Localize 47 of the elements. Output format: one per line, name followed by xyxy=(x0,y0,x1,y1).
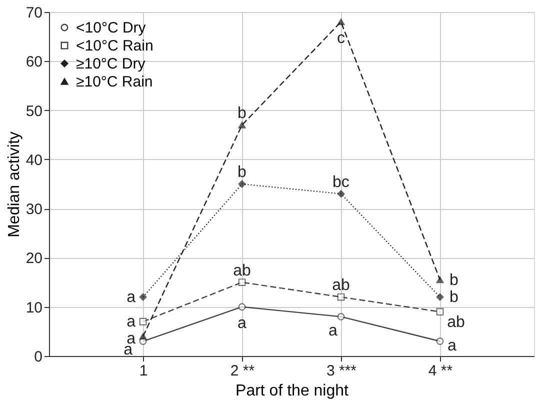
annotation: c xyxy=(336,30,345,47)
point xyxy=(238,122,246,128)
point xyxy=(337,18,345,26)
annotation: b xyxy=(450,289,459,306)
point xyxy=(337,293,345,301)
annotation: a xyxy=(238,314,247,332)
x-axis-title: Part of the night xyxy=(236,382,350,400)
point xyxy=(139,318,147,326)
point xyxy=(436,293,444,301)
point xyxy=(436,338,444,345)
x-tick-label: 3 *** xyxy=(326,362,357,380)
legend-label: <10°C Rain xyxy=(76,38,154,54)
point xyxy=(337,190,345,198)
y-tick-label: 70 xyxy=(26,4,42,22)
annotation: b xyxy=(450,272,459,289)
legend-label: ≥10°C Rain xyxy=(76,74,153,90)
point xyxy=(139,293,147,301)
point xyxy=(238,303,246,311)
point xyxy=(436,308,444,316)
y-tick-label: 40 xyxy=(26,152,42,169)
y-tick-label: 0 xyxy=(34,348,42,366)
y-tick-label: 60 xyxy=(26,54,42,71)
y-tick-label: 10 xyxy=(26,299,42,316)
legend-label: <10°C Dry xyxy=(76,20,146,36)
annotation: a xyxy=(448,337,457,354)
annotation: ab xyxy=(332,277,350,294)
annotation: ab xyxy=(447,314,465,331)
point xyxy=(139,333,147,340)
y-axis-title: Median activity xyxy=(6,132,23,238)
annotation: a xyxy=(126,314,136,331)
y-tick-label: 20 xyxy=(26,250,42,268)
point xyxy=(238,278,246,286)
x-tick-label: 2 ** xyxy=(230,362,255,380)
x-tick-label: 1 xyxy=(139,362,148,380)
annotation: bc xyxy=(332,174,350,191)
annotation: b xyxy=(238,164,247,181)
legend-label: ≥10°C Dry xyxy=(76,56,146,72)
annotation: ab xyxy=(233,262,252,280)
point xyxy=(337,312,345,320)
annotation: b xyxy=(238,105,247,122)
point xyxy=(436,276,444,284)
y-tick-label: 30 xyxy=(26,201,42,218)
y-tick-label: 50 xyxy=(26,102,42,120)
point xyxy=(238,180,246,188)
x-tick-label: 4 ** xyxy=(428,362,453,380)
annotation: a xyxy=(328,322,338,340)
annotation: a xyxy=(126,289,136,306)
